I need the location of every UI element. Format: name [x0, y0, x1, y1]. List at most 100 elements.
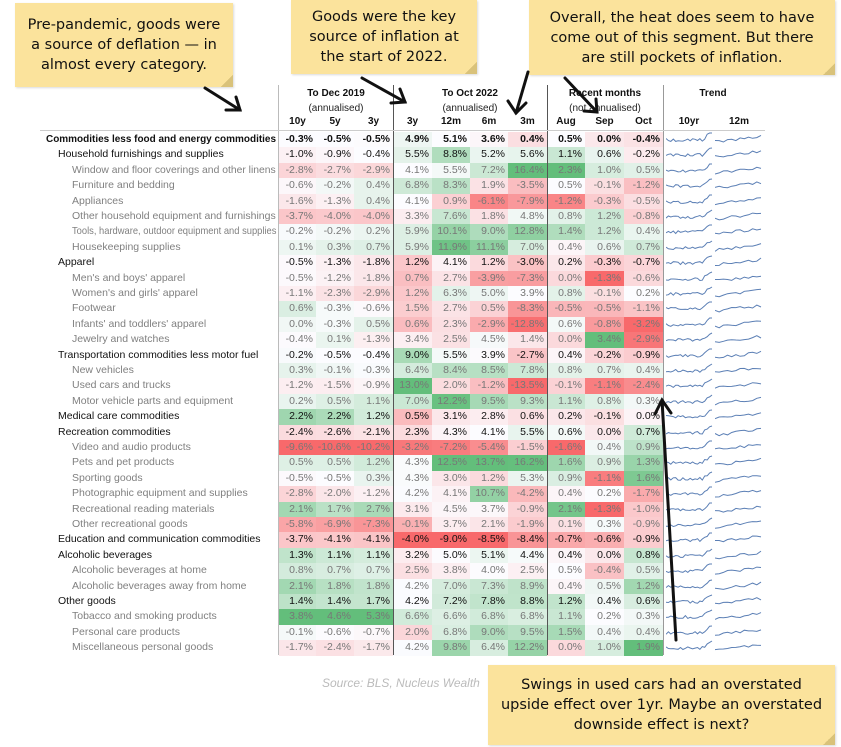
value-cell: -4.0%: [393, 532, 432, 548]
value-cell: 4.5%: [470, 332, 508, 348]
value-cell: 6.8%: [470, 609, 508, 625]
value-cell: -0.5%: [585, 301, 624, 317]
value-cell: 0.2%: [547, 409, 585, 425]
value-cell: 1.2%: [547, 594, 585, 610]
row-label: Motor vehicle parts and equipment: [72, 394, 234, 407]
arrow-icon: [653, 397, 678, 642]
sparkline-10yr: [666, 286, 713, 296]
value-cell: -2.6%: [316, 424, 354, 440]
value-cell: 5.0%: [470, 286, 508, 302]
callout-used-cars-text: Swings in used cars had an overstated up…: [500, 677, 823, 733]
value-cell: -0.5%: [547, 301, 585, 317]
value-cell: 2.7%: [432, 270, 470, 286]
value-cell: 4.1%: [393, 162, 432, 179]
sparkline-path: [666, 532, 712, 543]
table-row: Video and audio products -9.6% -10.6% -10.2…: [40, 440, 765, 456]
value-cell: -0.1%: [585, 409, 624, 425]
table-row: Other goods 1.4% 1.4% 1.7% 4.2% 7.2% 7.8% 8.8% 1…: [40, 594, 765, 610]
sparkline-12m: [715, 134, 762, 143]
value-cell: 0.1%: [547, 517, 585, 533]
row-label: Other goods: [58, 595, 116, 607]
value-cell: 0.6%: [393, 316, 432, 333]
value-cell: -4.1%: [316, 532, 354, 548]
sparkline-path: [666, 332, 713, 342]
value-cell: 11.9%: [432, 239, 470, 256]
value-cell: -0.9%: [508, 501, 547, 517]
value-cell: 5.5%: [432, 347, 470, 363]
value-cell: 4.1%: [432, 486, 470, 502]
value-cell: -1.1%: [585, 470, 624, 487]
value-cell: 0.4%: [585, 440, 624, 456]
row-label: Window and floor coverings and other lin…: [72, 163, 276, 176]
value-cell: -1.1%: [585, 378, 624, 394]
value-cell: 2.3%: [547, 162, 585, 179]
value-cell: 1.9%: [624, 640, 663, 656]
value-cell: -5.4%: [470, 440, 508, 456]
divider: [547, 85, 548, 655]
row-label: Pets and pet products: [72, 456, 175, 469]
value-cell: -0.8%: [585, 316, 624, 333]
column-header: 12m: [728, 116, 749, 127]
sparkline-path: [715, 629, 762, 636]
arrow-icon: [563, 76, 599, 114]
column-header: 5y: [329, 116, 341, 127]
value-cell: 5.9%: [393, 239, 432, 256]
divider: [278, 85, 279, 655]
sparkline-10yr: [666, 532, 712, 543]
value-cell: -0.6%: [624, 270, 663, 286]
value-cell: 9.5%: [508, 624, 547, 641]
value-cell: -2.3%: [316, 286, 354, 302]
row-label: Apparel: [58, 256, 95, 269]
value-cell: 1.6%: [624, 470, 663, 487]
table-row: Sporting goods -0.5% -0.5% 0.3% 4.3% 3.0% 1.2%…: [40, 470, 765, 487]
value-cell: 6.6%: [393, 609, 432, 625]
value-cell: 0.4%: [547, 347, 585, 363]
value-cell: 0.0%: [279, 316, 316, 333]
sparkline-path: [715, 288, 762, 298]
callout-prepandemic-text: Pre-pandemic, goods were a source of def…: [27, 17, 221, 73]
sparkline-path: [666, 301, 712, 311]
sparkline-path: [715, 320, 762, 329]
sparkline-12m: [715, 228, 762, 235]
value-cell: -1.6%: [547, 440, 585, 456]
value-cell: -1.0%: [624, 501, 663, 517]
column-header: Oct: [635, 116, 652, 127]
value-cell: 7.6%: [432, 209, 470, 225]
sparkline-path: [715, 257, 762, 267]
row-label: Men's and boys' apparel: [72, 271, 186, 284]
arrow-icon: [360, 76, 408, 105]
sparkline-12m: [715, 257, 762, 267]
value-cell: 1.2%: [393, 255, 432, 271]
value-cell: -0.4%: [354, 147, 393, 163]
value-cell: 0.7%: [624, 239, 663, 256]
sparkline-12m: [715, 444, 762, 450]
value-cell: -2.7%: [508, 347, 547, 363]
value-cell: 5.3%: [508, 470, 547, 487]
sparkline-path: [666, 178, 713, 189]
value-cell: 0.5%: [547, 132, 585, 148]
header-trend: Trend: [699, 88, 727, 99]
column-header: 3y: [406, 116, 419, 127]
value-cell: -1.7%: [624, 486, 663, 502]
value-cell: -0.7%: [547, 532, 585, 548]
row-label: Infants' and toddlers' apparel: [72, 317, 207, 330]
sparkline-12m: [715, 288, 762, 298]
sparkline-10yr: [666, 163, 712, 173]
value-cell: -0.1%: [585, 286, 624, 302]
sparkline-path: [666, 517, 713, 528]
table-row: Other recreational goods -5.8% -6.9% -7.3% -…: [40, 517, 765, 533]
sparkline-path: [666, 147, 713, 158]
value-cell: -0.5%: [316, 132, 354, 148]
sparkline-path: [666, 409, 713, 419]
value-cell: -0.6%: [585, 532, 624, 548]
table-row: Pets and pet products 0.5% 0.5% 1.2% 4.3% 12.…: [40, 455, 765, 471]
value-cell: 6.8%: [508, 609, 547, 625]
sparkline-10yr: [666, 332, 713, 342]
value-cell: 5.9%: [393, 224, 432, 240]
value-cell: -0.1%: [279, 624, 316, 641]
value-cell: 0.7%: [354, 239, 393, 256]
value-cell: 2.0%: [432, 378, 470, 394]
value-cell: 1.0%: [585, 640, 624, 656]
value-cell: 2.1%: [547, 501, 585, 517]
sparkline-10yr: [666, 471, 713, 481]
